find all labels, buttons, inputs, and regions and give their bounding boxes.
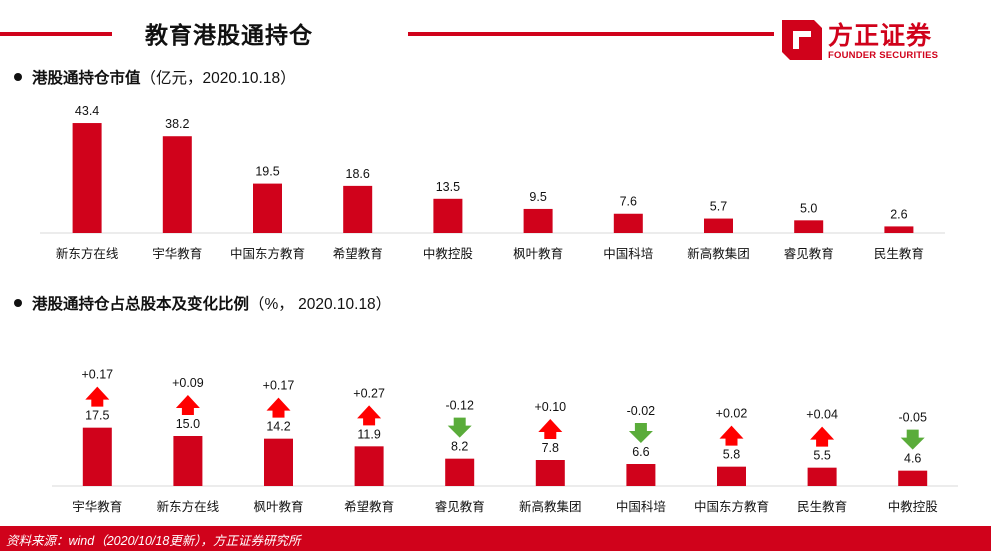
chart2-bar (717, 466, 746, 486)
chart1-category-label: 希望教育 (333, 246, 383, 261)
chart1-category-label: 新高教集团 (687, 246, 750, 261)
decrease-arrow-icon (447, 417, 472, 438)
increase-arrow-icon (175, 395, 200, 415)
chart2-category-label: 枫叶教育 (253, 499, 303, 514)
chart1-category-label: 中国东方教育 (230, 246, 305, 261)
chart1-value-label: 5.0 (800, 201, 817, 215)
chart1-value-label: 43.4 (75, 104, 99, 118)
chart2-category-label: 民生教育 (797, 499, 847, 514)
chart2-change-label: -0.12 (445, 399, 474, 413)
chart2-change-label: +0.27 (353, 386, 385, 400)
chart2-category-label: 中教控股 (888, 499, 939, 514)
increase-arrow-icon (266, 397, 291, 418)
chart2-bar (445, 458, 475, 486)
header-line-left (0, 32, 112, 36)
chart2-bar (264, 438, 293, 486)
increase-arrow-icon (357, 405, 382, 426)
chart2-value-label: 4.6 (904, 452, 921, 466)
chart1-value-label: 38.2 (165, 117, 189, 131)
chart2-bar (807, 467, 837, 486)
chart1-category-label: 中国科培 (603, 246, 653, 261)
chart1-bar (613, 213, 643, 233)
chart1-bar (794, 220, 824, 233)
chart1-value-label: 5.7 (710, 200, 727, 214)
chart1-bar (72, 123, 102, 233)
chart2-bar (354, 446, 384, 486)
increase-arrow-icon (538, 419, 563, 439)
section2-title: 港股通持仓占总股本及变化比例（%， 2020.10.18） (14, 292, 391, 314)
chart1-value-label: 7.6 (620, 195, 637, 209)
brand-logo: 方正证券 FOUNDER SECURITIES (780, 14, 980, 64)
section1-title: 港股通持仓市值（亿元，2020.10.18） (14, 66, 296, 88)
chart2-change-label: +0.17 (263, 379, 295, 393)
chart1-bar (253, 183, 282, 233)
founder-logo-icon (782, 20, 822, 60)
market-value-bar-chart: 43.4 新东方在线 38.2 宇华教育 19.5 中国东方教育 18.6 希望教育 13.5 中… (40, 104, 945, 261)
chart2-category-label: 新东方在线 (157, 499, 220, 514)
brand-subtitle: FOUNDER SECURITIES (828, 50, 939, 61)
section2-title-rest: （%， 2020.10.18） (249, 296, 392, 313)
chart2-value-label: 14.2 (266, 420, 290, 434)
bullet-icon (14, 72, 22, 81)
chart1-category-label: 中教控股 (423, 246, 474, 261)
chart2-change-label: -0.02 (627, 404, 656, 418)
increase-arrow-icon (719, 425, 744, 446)
decrease-arrow-icon (628, 423, 653, 443)
chart1-category-label: 民生教育 (874, 246, 924, 261)
chart1-bar (433, 198, 463, 233)
chart2-change-label: +0.10 (534, 400, 566, 414)
page-title: 教育港股通持仓 (145, 22, 313, 48)
holding-ratio-bar-chart: 17.5 +0.17 宇华教育 15.0 +0.09 新东方在线 14.2 +0.17 枫叶教育… (52, 368, 958, 514)
chart1-category-label: 枫叶教育 (513, 246, 563, 261)
source-note: 资料来源：wind（2020/10/18更新），方正证券研究所 (6, 534, 301, 548)
chart2-value-label: 15.0 (176, 417, 200, 431)
section1-title-rest: （亿元，2020.10.18） (140, 70, 296, 87)
chart1-value-label: 9.5 (529, 190, 546, 204)
chart1-category-label: 宇华教育 (152, 246, 202, 261)
chart2-category-label: 中国东方教育 (694, 499, 769, 514)
chart2-category-label: 睿见教育 (435, 499, 485, 514)
chart2-category-label: 新高教集团 (519, 499, 582, 514)
chart1-value-label: 2.6 (890, 207, 907, 221)
chart2-bar (535, 460, 565, 486)
chart1-bar (704, 218, 733, 233)
section2-title-main: 港股通持仓占总股本及变化比例 (32, 296, 250, 313)
increase-arrow-icon (85, 386, 110, 407)
chart1-value-label: 19.5 (255, 165, 279, 179)
chart2-value-label: 11.9 (357, 427, 380, 441)
section1-title-main: 港股通持仓市值 (32, 70, 141, 87)
bullet-icon (14, 298, 22, 307)
chart2-bar (626, 464, 656, 486)
increase-arrow-icon (810, 426, 835, 447)
chart1-bar (162, 136, 192, 233)
chart2-change-label: -0.05 (898, 411, 927, 425)
chart2-bar (82, 427, 112, 486)
chart2-bar (898, 470, 928, 486)
chart2-value-label: 17.5 (85, 409, 109, 423)
chart2-change-label: +0.17 (81, 368, 113, 382)
chart2-category-label: 宇华教育 (72, 499, 122, 514)
chart2-category-label: 希望教育 (344, 499, 394, 514)
footer-bar: 资料来源：wind（2020/10/18更新），方正证券研究所 (0, 526, 991, 551)
chart1-bar (343, 185, 373, 233)
decrease-arrow-icon (900, 429, 925, 450)
chart2-change-label: +0.09 (172, 376, 204, 390)
chart2-value-label: 7.8 (542, 441, 559, 455)
chart2-value-label: 5.5 (813, 449, 830, 463)
chart2-value-label: 8.2 (451, 440, 468, 454)
chart2-category-label: 中国科培 (616, 499, 666, 514)
chart1-category-label: 睿见教育 (784, 246, 834, 261)
chart1-value-label: 13.5 (436, 180, 460, 194)
chart1-bar (523, 208, 553, 233)
chart1-value-label: 18.6 (346, 167, 370, 181)
header-line-right (408, 32, 774, 36)
chart2-bar (173, 436, 203, 486)
chart2-value-label: 5.8 (723, 448, 740, 462)
chart2-value-label: 6.6 (632, 445, 649, 459)
chart1-bar (884, 226, 914, 233)
chart2-change-label: +0.02 (716, 407, 748, 421)
chart2-change-label: +0.04 (806, 408, 838, 422)
brand-name: 方正证券 (828, 22, 933, 50)
chart1-category-label: 新东方在线 (56, 246, 119, 261)
